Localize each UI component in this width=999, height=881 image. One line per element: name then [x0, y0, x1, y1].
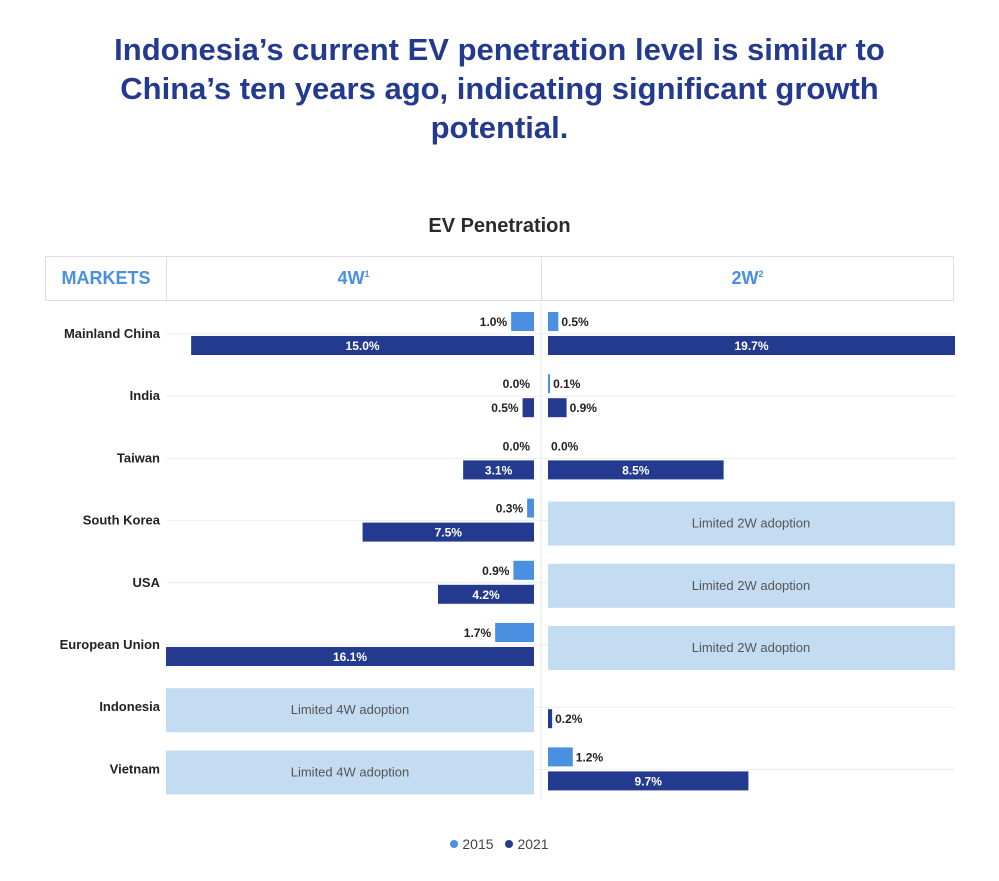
bar-4w-2021: [438, 584, 534, 604]
4w-header-label: 4W: [337, 268, 365, 288]
category-label: Vietnam: [110, 761, 160, 776]
bar-2w-2021: [548, 336, 955, 355]
label-4w-2015: 0.3%: [496, 502, 524, 516]
limited-2w-box: [548, 626, 955, 670]
label-4w-2015: 0.0%: [503, 377, 531, 391]
label-2w-2015: 0.1%: [553, 377, 581, 391]
bar-2w-2015: [548, 374, 551, 394]
label-2w-2021: 0.9%: [570, 401, 598, 415]
label-2w-2015: 0.0%: [551, 439, 579, 453]
limited-4w-box: [166, 688, 534, 733]
label-2w-2021: 9.7%: [635, 774, 663, 788]
limited-4w-box: [166, 750, 534, 795]
bar-2w-2021: [548, 460, 724, 480]
label-2w-2021: 19.7%: [734, 339, 768, 353]
legend: 2015 2021: [0, 836, 999, 852]
limited-2w-label: Limited 2W adoption: [692, 640, 811, 655]
limited-4w-label: Limited 4W adoption: [291, 764, 410, 779]
category-label: Taiwan: [117, 450, 160, 465]
label-4w-2015: 0.9%: [482, 564, 510, 578]
label-4w-2021: 7.5%: [435, 526, 463, 540]
label-2w-2015: 1.2%: [576, 750, 604, 764]
limited-2w-label: Limited 2W adoption: [692, 516, 811, 531]
2w-header-label: 2W: [731, 268, 759, 288]
bar-4w-2021: [522, 398, 534, 418]
bar-4w-2021: [166, 647, 534, 666]
limited-2w-label: Limited 2W adoption: [692, 578, 811, 593]
bar-2w-2021: [548, 709, 553, 729]
bar-4w-2021: [463, 460, 534, 480]
label-4w-2021: 0.5%: [491, 401, 519, 415]
label-4w-2015: 1.7%: [464, 626, 492, 640]
markets-header: MARKETS: [46, 257, 167, 300]
chart-title: Indonesia’s current EV penetration level…: [114, 32, 885, 145]
legend-item-2021: 2021: [505, 836, 549, 852]
legend-label-2021: 2021: [517, 836, 549, 852]
limited-4w-label: Limited 4W adoption: [291, 702, 410, 717]
chart-subtitle: EV Penetration: [428, 215, 571, 237]
label-4w-2021: 15.0%: [346, 339, 380, 353]
label-4w-2021: 16.1%: [333, 650, 367, 664]
category-label: European Union: [60, 637, 160, 652]
label-4w-2015: 1.0%: [480, 315, 508, 329]
legend-swatch-2015: [450, 840, 459, 848]
bar-4w-2021: [191, 336, 534, 355]
label-2w-2015: 0.5%: [561, 315, 589, 329]
bar-2w-2015: [548, 747, 573, 767]
2w-footnote: 2: [758, 269, 764, 279]
category-label: USA: [133, 575, 161, 590]
bar-4w-2021: [362, 522, 534, 542]
bar-4w-2015: [495, 623, 534, 642]
label-2w-2021: 0.2%: [555, 712, 583, 726]
category-label: Mainland China: [64, 326, 161, 341]
2w-header: 2W2: [542, 257, 953, 300]
limited-2w-box: [548, 501, 955, 546]
legend-label-2015: 2015: [462, 836, 494, 852]
label-4w-2021: 3.1%: [485, 463, 513, 477]
category-label: India: [130, 388, 161, 403]
bar-4w-2015: [513, 560, 534, 580]
category-label: Indonesia: [99, 699, 160, 714]
label-4w-2015: 0.0%: [503, 439, 531, 453]
category-label: South Korea: [83, 513, 161, 528]
bar-2w-2021: [548, 398, 567, 418]
bar-4w-2015: [511, 312, 534, 331]
legend-item-2015: 2015: [450, 836, 494, 852]
label-2w-2021: 8.5%: [622, 463, 650, 477]
label-4w-2021: 4.2%: [472, 588, 500, 602]
bar-4w-2015: [527, 498, 534, 518]
legend-swatch-2021: [505, 840, 514, 848]
bar-2w-2021: [548, 771, 749, 791]
4w-header: 4W1: [166, 257, 542, 300]
bar-2w-2015: [548, 312, 559, 331]
limited-2w-box: [548, 563, 955, 608]
table-header: MARKETS 4W1 2W2: [45, 256, 954, 301]
4w-footnote: 1: [364, 269, 370, 279]
